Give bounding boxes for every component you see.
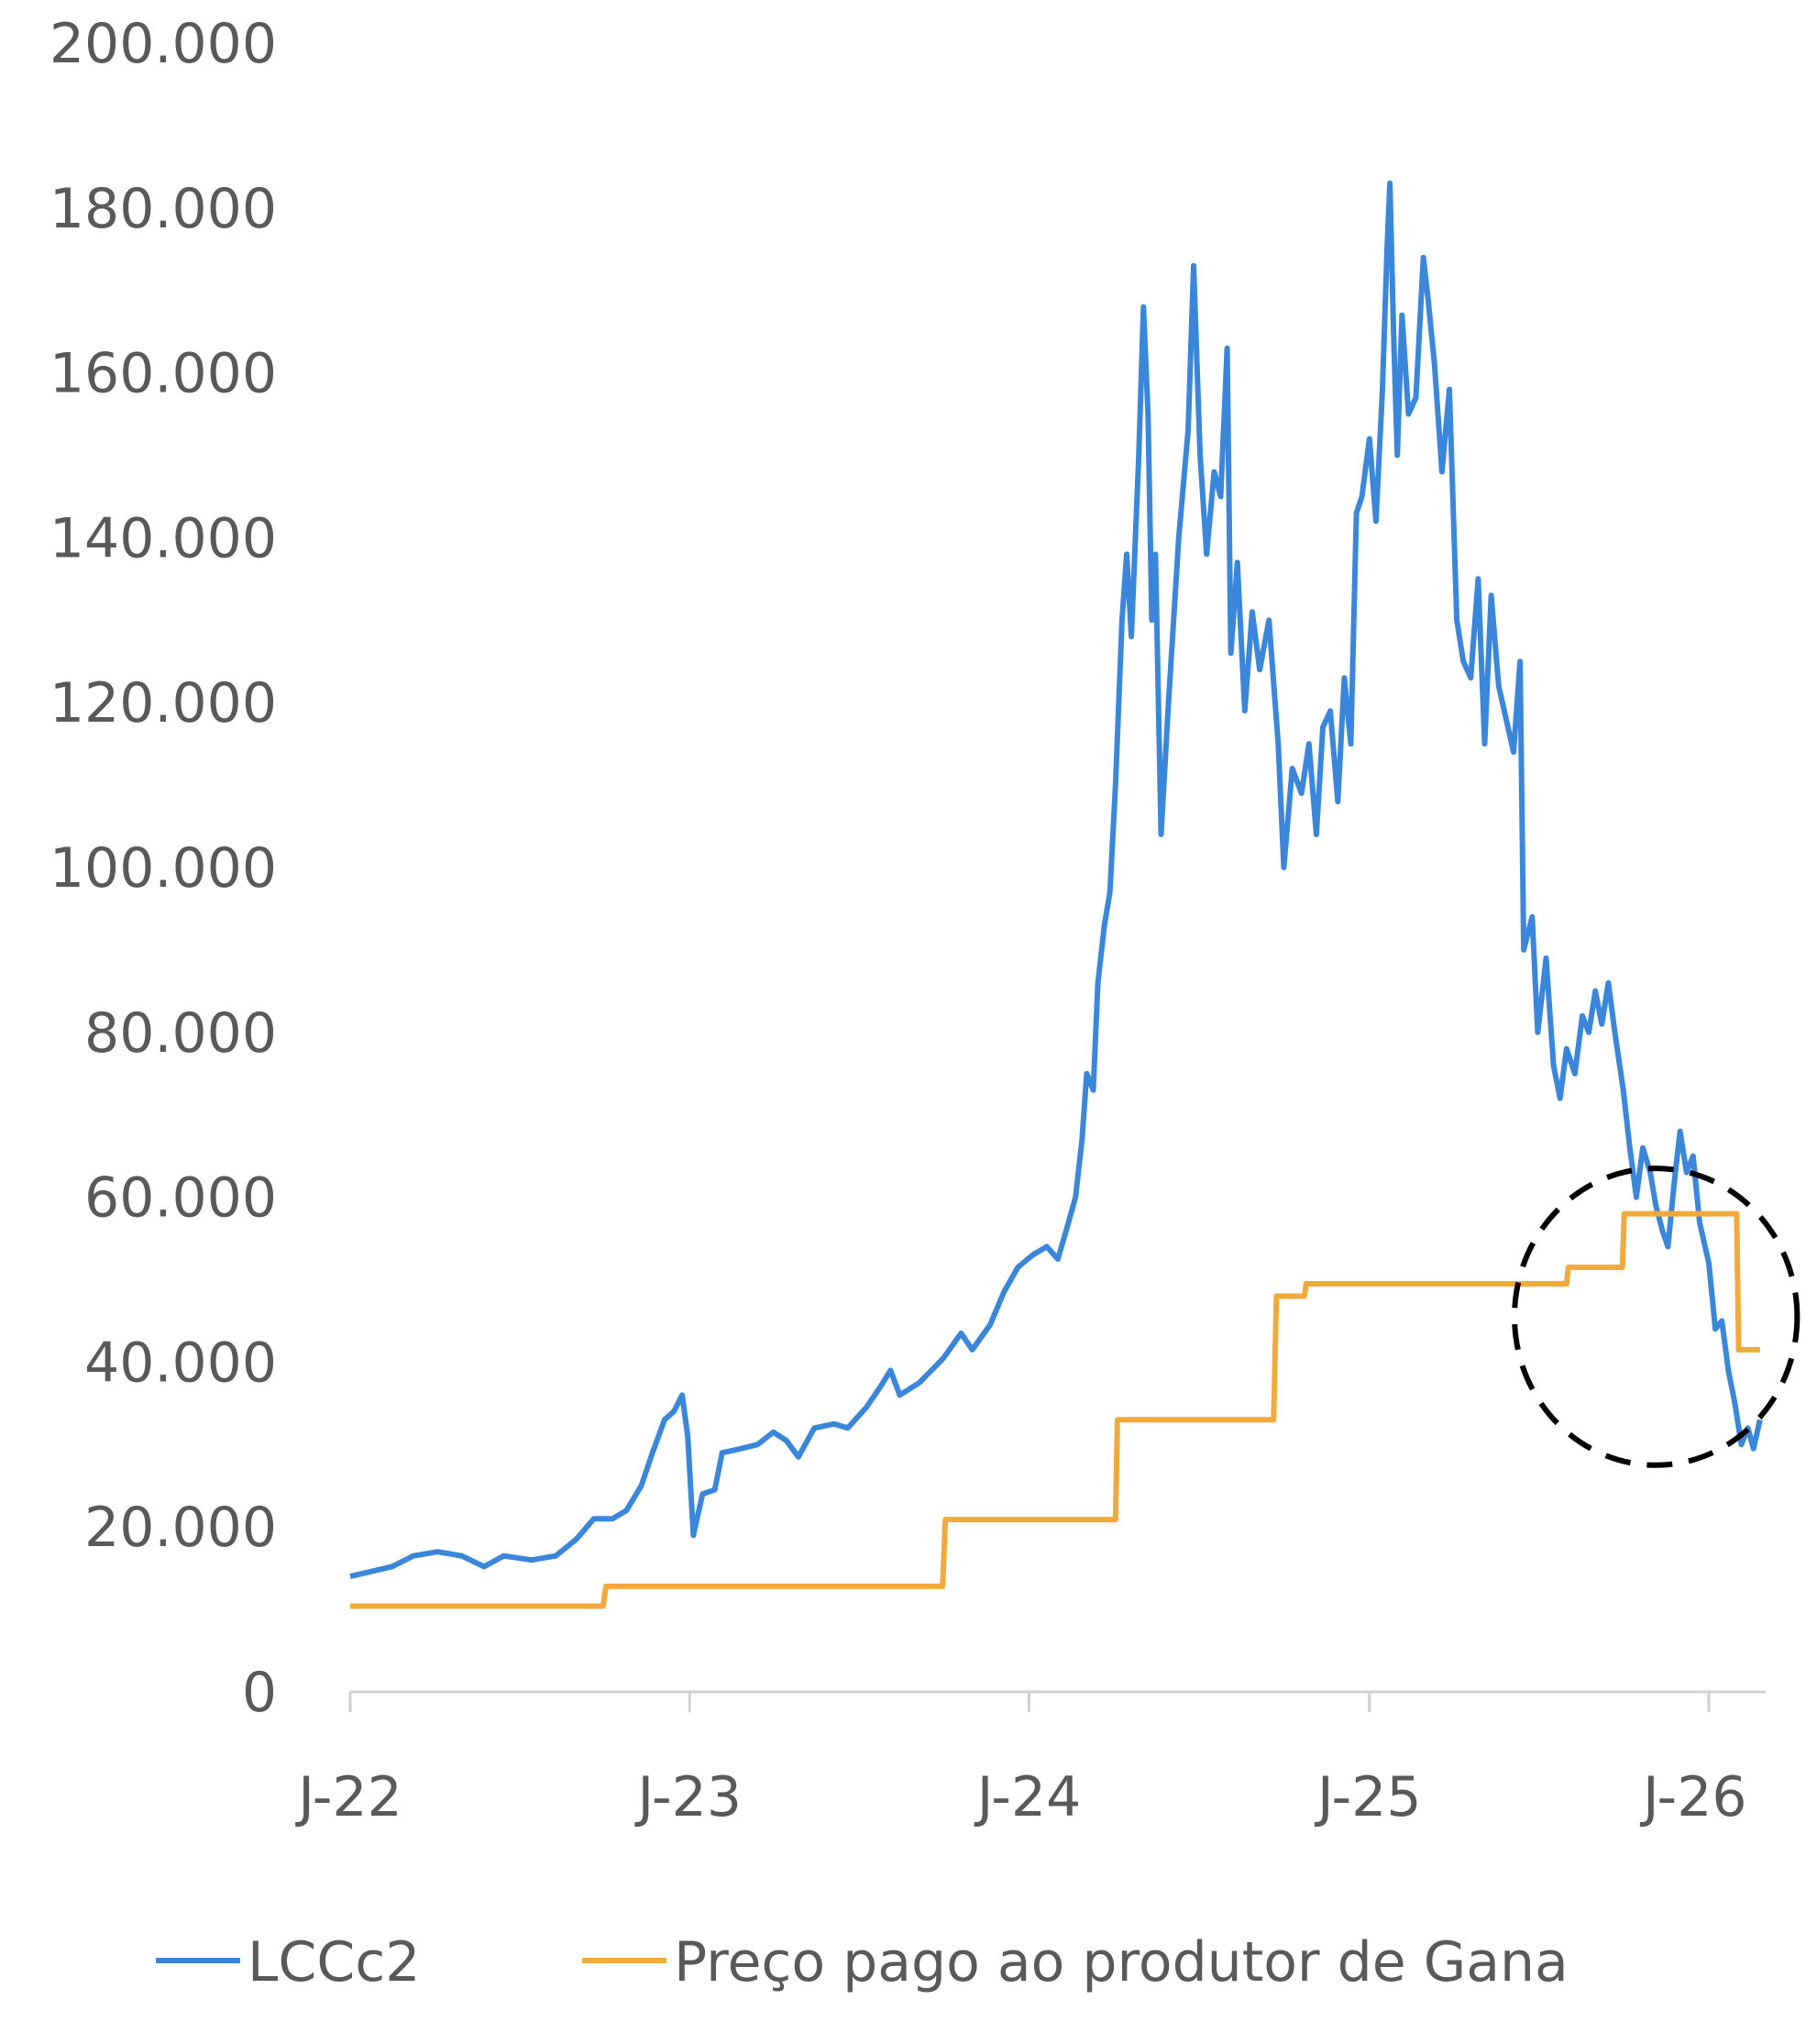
y-tick-label: 60.000 (84, 1166, 277, 1231)
y-tick-label: 100.000 (50, 836, 277, 900)
y-tick-label: 20.000 (84, 1496, 277, 1560)
legend-label-lccc2: LCCc2 (248, 1930, 420, 1994)
highlight-circle (1511, 1166, 1800, 1468)
series-line-lccc2 (349, 180, 1763, 1580)
y-tick-label: 180.000 (50, 177, 277, 241)
y-tick-label: 80.000 (84, 1001, 277, 1066)
y-axis-ticks: 0 20.000 40.000 60.000 80.000 100.000 120.000 1… (50, 12, 277, 1725)
x-tick-label: J-25 (1314, 1765, 1422, 1829)
y-tick-label: 140.000 (50, 506, 277, 570)
series-line-ghana-price (350, 1210, 1760, 1609)
x-tick-label: J-22 (294, 1765, 402, 1829)
y-tick-label: 40.000 (84, 1331, 277, 1395)
y-tick-label: 200.000 (50, 12, 277, 76)
x-tick-label: J-26 (1639, 1765, 1747, 1829)
x-axis-ticks: J-22 J-23 J-24 J-25 J-26 (294, 1692, 1747, 1829)
y-tick-label: 160.000 (50, 342, 277, 406)
y-tick-label: 0 (242, 1661, 277, 1725)
legend-label-ghana-price: Preço pago ao produtor de Gana (674, 1930, 1569, 1994)
x-tick-label: J-24 (974, 1765, 1082, 1829)
x-tick-label: J-23 (633, 1765, 742, 1829)
series-layer (349, 180, 1763, 1609)
y-tick-label: 120.000 (50, 671, 277, 735)
legend: LCCc2 Preço pago ao produtor de Gana (156, 1930, 1569, 1994)
